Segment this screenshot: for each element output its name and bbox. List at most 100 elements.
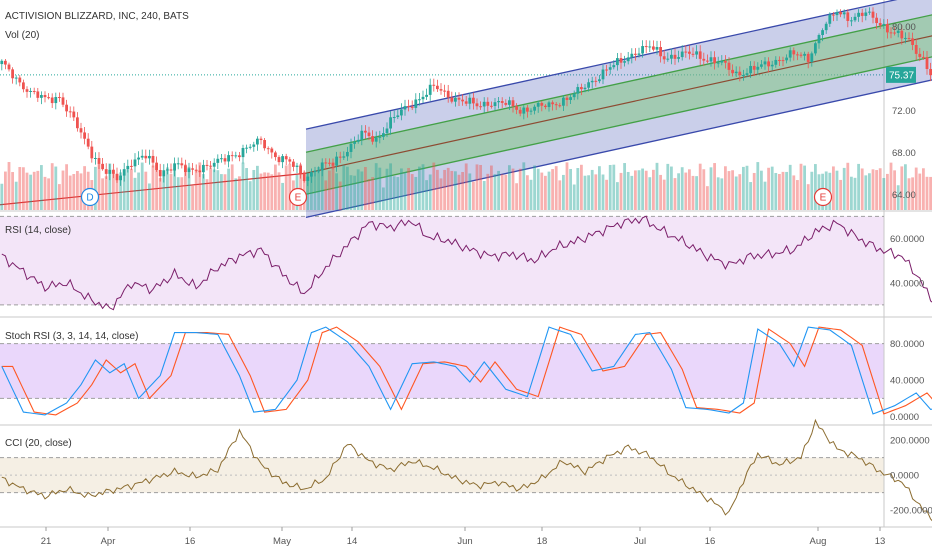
candle-body (731, 69, 734, 74)
candle-body (587, 82, 590, 88)
candle-body (842, 12, 846, 15)
volume-bar (882, 178, 886, 210)
volume-bar (886, 173, 889, 210)
candle-body (86, 138, 90, 147)
candle-body (734, 71, 738, 74)
stoch-k-line (1, 326, 932, 416)
candle-body (846, 12, 850, 21)
volume-bar (281, 182, 284, 210)
volume-bar (392, 176, 396, 210)
candle-body (266, 148, 270, 150)
candle-body (148, 155, 151, 159)
volume-bar (108, 163, 112, 210)
candle-body (32, 90, 36, 92)
candle-body (486, 101, 490, 106)
volume-bar (248, 181, 252, 210)
volume-bar (331, 162, 335, 210)
volume-bar (140, 162, 144, 210)
candle-body (752, 65, 756, 70)
volume-bar (133, 177, 137, 210)
candle-body (450, 97, 454, 102)
volume-bar (756, 162, 760, 210)
volume-bar (374, 163, 378, 210)
volume-bar (504, 174, 508, 210)
candle-body (151, 155, 155, 163)
volume-bar (803, 165, 806, 210)
candle-body (241, 147, 245, 158)
volume-bar (461, 172, 464, 210)
candle-body (738, 71, 742, 76)
volume-bar (241, 162, 245, 210)
candle-body (385, 128, 389, 134)
candle-body (720, 60, 724, 63)
candle-body (230, 155, 234, 157)
candle-body (310, 172, 313, 177)
candle-body (864, 12, 868, 16)
candle-body (428, 84, 432, 95)
candle-body (29, 90, 32, 92)
candle-body (522, 107, 526, 114)
volume-bar (479, 164, 482, 210)
cci-line (1, 418, 932, 522)
volume-bar (871, 169, 875, 210)
volume-bar (896, 185, 900, 210)
candle-body (511, 100, 515, 107)
volume-bar (583, 175, 587, 210)
volume-bar (288, 163, 292, 210)
candle-body (648, 46, 652, 48)
volume-bar (457, 174, 461, 210)
volume-bar (572, 184, 576, 210)
candle-body (583, 87, 587, 90)
candle-body (364, 130, 367, 133)
candle-body (652, 46, 655, 50)
volume-bar (907, 178, 911, 210)
candle-body (108, 169, 112, 174)
volume-bar (590, 169, 594, 210)
volume-bar (911, 177, 914, 210)
volume-bar (418, 166, 421, 210)
candle-body (659, 47, 662, 57)
earnings-marker[interactable] (288, 187, 308, 207)
candle-body (482, 101, 486, 107)
volume-bar (706, 186, 709, 210)
volume-bar (54, 166, 58, 210)
volume-bar (436, 169, 439, 210)
volume-bar (454, 171, 457, 210)
dividend-marker[interactable] (80, 187, 100, 207)
volume-bar (619, 172, 623, 210)
earnings-marker[interactable] (813, 187, 833, 207)
candle-body (54, 96, 58, 104)
candle-body (180, 163, 184, 166)
candle-body (601, 69, 605, 80)
volume-bar (414, 176, 418, 210)
candle-body (209, 165, 212, 167)
volume-bar (443, 169, 446, 210)
volume-bar (252, 169, 256, 210)
candle-body (558, 105, 562, 107)
candle-body (162, 170, 166, 177)
candle-body (788, 50, 792, 58)
volume-bar (490, 165, 493, 210)
price-tick-label: 80.00 (892, 22, 916, 33)
candle-body (191, 168, 194, 170)
volume-bar (576, 168, 580, 210)
candle-body (446, 90, 450, 98)
candle-body (634, 53, 637, 55)
volume-bar (788, 164, 792, 210)
volume-bar (713, 163, 716, 210)
volume-bar (266, 172, 270, 210)
candle-body (565, 97, 569, 100)
candle-body (389, 117, 392, 129)
candle-body (187, 168, 191, 173)
candle-body (918, 53, 922, 57)
volume-bar (929, 176, 932, 210)
x-tick-label: 16 (185, 536, 196, 547)
volume-bar (25, 172, 29, 210)
volume-bar (61, 170, 65, 210)
volume-bar (508, 165, 511, 210)
volume-bar (666, 163, 670, 210)
candle-body (630, 53, 634, 58)
volume-bar (608, 164, 612, 210)
